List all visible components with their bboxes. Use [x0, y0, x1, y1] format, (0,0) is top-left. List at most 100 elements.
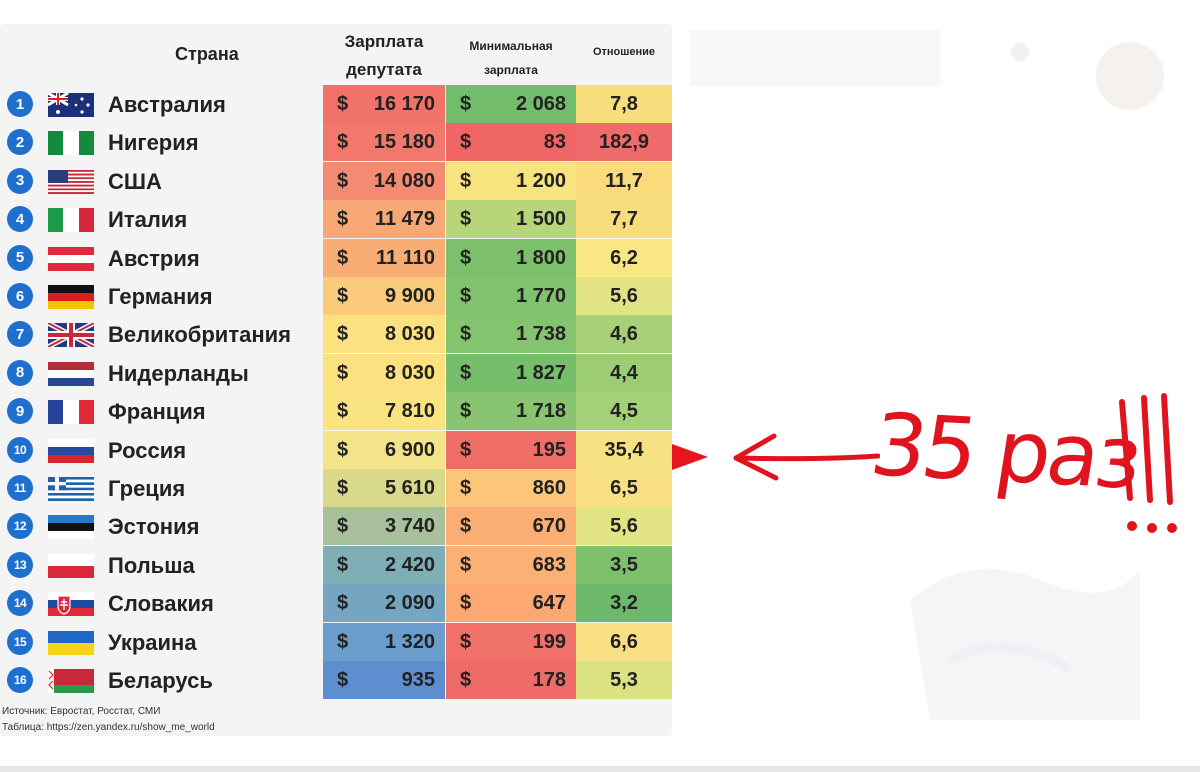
country-name: Греция	[108, 476, 186, 501]
min-wage-cell-value: 670	[532, 515, 566, 538]
ratio-cell: 5,6	[576, 277, 672, 315]
salary-cell-value: 5 610	[384, 477, 435, 499]
salary-cell: $11 110	[323, 238, 445, 277]
salary-cell: $8 030	[323, 315, 445, 354]
netherlands-flag-icon	[48, 361, 94, 386]
austria-flag-icon	[48, 246, 94, 271]
table-row: 4 Италия $11 479 $1 500 7,7	[0, 200, 672, 239]
table-row: 8 Нидерланды $8 030 $1 827 4,4	[0, 353, 672, 392]
hand-drawn-arrow	[733, 433, 880, 481]
rank-badge: 12	[7, 513, 33, 540]
currency-symbol: $	[460, 630, 472, 653]
currency-symbol: $	[460, 131, 472, 154]
nigeria-flag-icon	[48, 131, 94, 156]
country-name: Украина	[108, 629, 197, 655]
currency-symbol: $	[460, 285, 472, 307]
country-name: Германия	[108, 284, 213, 309]
min-wage-cell: $1 738	[446, 315, 576, 354]
ratio-cell: 6,6	[576, 622, 672, 661]
rank-badge: 3	[7, 167, 33, 194]
currency-symbol: $	[337, 592, 349, 615]
min-wage-cell: $1 770	[446, 277, 576, 315]
salary-cell: $7 810	[323, 392, 445, 431]
salary-cell-value: 11 479	[374, 208, 435, 231]
salary-cell-value: 9 900	[384, 285, 435, 307]
currency-symbol: $	[337, 285, 349, 307]
min-wage-cell: $1 800	[446, 238, 576, 277]
country-name: Словакия	[108, 591, 214, 617]
country-name: Россия	[108, 437, 187, 463]
table-row: 9 Франция $7 810 $1 718 4,5	[0, 392, 672, 431]
table-row: 14 Словакия $2 090 $647 3,2	[0, 584, 672, 623]
rank-badge: 16	[7, 667, 33, 693]
table-row: 1 Австралия $16 170 $2 068 7,8	[0, 85, 672, 123]
currency-symbol: $	[460, 477, 472, 499]
currency-symbol: $	[460, 361, 472, 384]
currency-symbol: $	[337, 630, 349, 653]
ratio-cell: 6,5	[576, 469, 672, 507]
salary-cell: $2 090	[323, 584, 445, 623]
currency-symbol: $	[337, 477, 349, 499]
rank-badge: 2	[7, 129, 33, 156]
min-wage-cell: $860	[446, 469, 576, 507]
column-header-ratio: Отношение	[592, 46, 656, 58]
currency-symbol: $	[460, 669, 472, 691]
australia-flag-icon	[48, 93, 94, 117]
min-wage-cell-value: 195	[532, 438, 566, 461]
min-wage-cell: $1 827	[446, 353, 576, 392]
currency-symbol: $	[337, 669, 349, 691]
min-wage-cell: $1 718	[446, 392, 576, 431]
exclamation-marks	[1119, 393, 1177, 533]
salary-cell-value: 11 110	[376, 246, 435, 269]
ratio-cell: 5,3	[576, 661, 672, 699]
slovakia-flag-icon	[48, 592, 94, 617]
currency-symbol: $	[460, 323, 472, 346]
ratio-cell: 7,8	[576, 85, 672, 123]
bottom-divider	[0, 766, 1200, 772]
rank-badge: 8	[7, 359, 33, 386]
ratio-cell: 6,2	[576, 238, 672, 277]
min-wage-cell-value: 199	[532, 630, 566, 653]
ratio-cell: 11,7	[576, 161, 672, 200]
column-header-min-line2: зарплата	[484, 63, 538, 77]
salary-cell-value: 3 740	[384, 515, 435, 538]
column-header-min-line1: Минимальная	[469, 39, 553, 53]
min-wage-cell: $178	[446, 661, 576, 699]
table-row: 12 Эстония $3 740 $670 5,6	[0, 507, 672, 546]
column-header-country: Страна	[175, 44, 239, 64]
currency-symbol: $	[460, 592, 472, 615]
source-note: Источник: Евростат, Росстат, СМИ	[2, 706, 161, 717]
currency-symbol: $	[337, 208, 349, 231]
italy-flag-icon	[48, 208, 94, 233]
rank-badge: 6	[7, 283, 33, 309]
currency-symbol: $	[460, 208, 472, 231]
column-header-salary: Зарплата депутата	[323, 28, 445, 84]
ratio-cell: 4,4	[576, 353, 672, 392]
min-wage-cell-value: 1 827	[515, 361, 566, 384]
table-row: 5 Австрия $11 110 $1 800 6,2	[0, 238, 672, 277]
country-name: Польша	[108, 552, 195, 578]
country-name: Франция	[108, 399, 206, 425]
table-row: 2 Нигерия $15 180 $83 182,9	[0, 123, 672, 162]
salary-cell-value: 2 090	[384, 592, 435, 615]
rank-badge: 9	[7, 398, 33, 425]
currency-symbol: $	[460, 515, 472, 538]
currency-symbol: $	[337, 515, 349, 538]
currency-symbol: $	[337, 131, 349, 154]
background-map-fragment	[910, 568, 1140, 720]
salary-cell-value: 8 030	[384, 323, 435, 346]
min-wage-cell-value: 1 718	[515, 400, 566, 423]
min-wage-cell: $199	[446, 622, 576, 661]
min-wage-cell: $647	[446, 584, 576, 623]
greece-flag-icon	[48, 477, 94, 501]
ukraine-flag-icon	[48, 630, 94, 655]
salary-cell: $14 080	[323, 161, 445, 200]
ratio-cell: 7,7	[576, 200, 672, 239]
salary-cell-value: 6 900	[384, 438, 435, 461]
rank-badge: 7	[7, 321, 33, 348]
usa-flag-icon	[48, 169, 94, 194]
currency-symbol: $	[337, 438, 349, 461]
currency-symbol: $	[460, 246, 472, 269]
ratio-cell: 3,5	[576, 545, 672, 584]
table-url-note: Таблица: https://zen.yandex.ru/show_me_w…	[2, 722, 215, 733]
